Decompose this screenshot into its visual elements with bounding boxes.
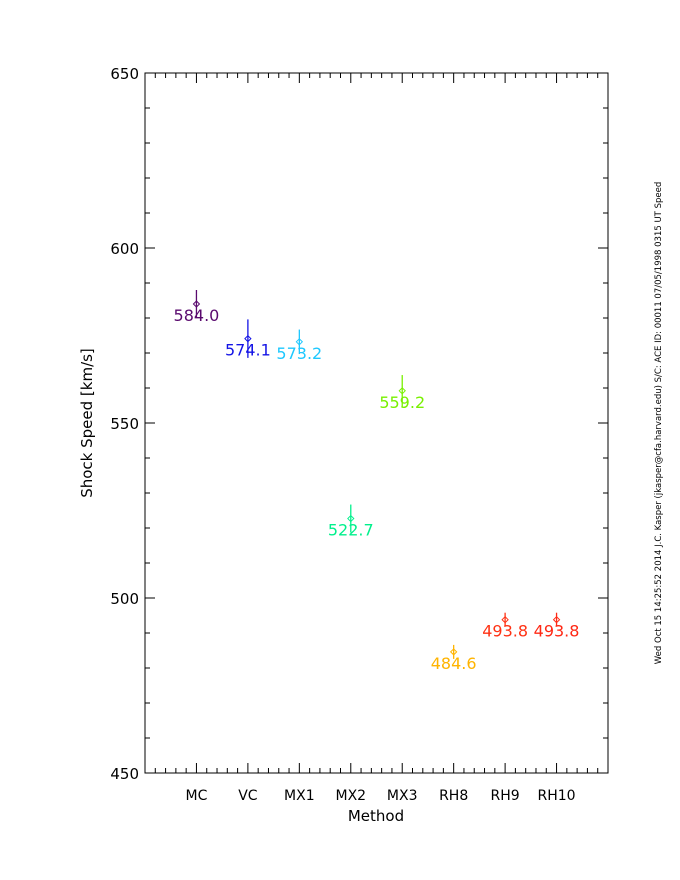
- diamond-marker: [295, 338, 304, 346]
- diamond-marker: [192, 300, 201, 308]
- y-tick-label: 550: [110, 415, 139, 433]
- data-point-mx3: 559.2: [379, 375, 425, 412]
- data-point-rh8: 484.6: [431, 644, 477, 673]
- diamond-marker: [244, 334, 252, 343]
- data-point-rh9: 493.8: [482, 612, 528, 641]
- data-point-mx1: 573.2: [276, 329, 322, 363]
- diamond-marker: [501, 615, 509, 624]
- y-axis-label: Shock Speed [km/s]: [78, 348, 96, 498]
- diamond-marker: [398, 387, 406, 395]
- x-tick-label: RH9: [491, 788, 520, 804]
- data-label: 574.1: [225, 341, 271, 360]
- data-label: 522.7: [328, 521, 374, 540]
- x-tick-label: MX2: [335, 788, 366, 804]
- y-tick-label: 600: [110, 240, 139, 258]
- axes: 450 500 550 600 650 MC VC MX1 MX2 MX3 RH8 RH9 RH10: [110, 65, 609, 804]
- data-point-vc: 574.1: [225, 319, 271, 360]
- y-tick-label: 650: [110, 65, 139, 83]
- x-tick-label: VC: [238, 788, 258, 804]
- x-tick-label: MC: [186, 788, 208, 804]
- data-point-rh10: 493.8: [534, 612, 580, 641]
- data-label: 573.2: [276, 344, 322, 363]
- y-tick-label: 450: [110, 765, 139, 783]
- data-label: 484.6: [431, 654, 477, 673]
- data-point-mc: 584.0: [174, 290, 220, 325]
- annotation-footer: Wed Oct 15 14:25:52 2014 J.C. Kasper (jk…: [654, 182, 664, 664]
- y-tick-label: 500: [110, 590, 139, 608]
- data-points: 584.0 574.1 573.2 522.7 559.2 484.6 493.8 493.8: [174, 290, 580, 673]
- data-label: 493.8: [534, 622, 580, 641]
- data-label: 559.2: [379, 393, 425, 412]
- data-label: 493.8: [482, 622, 528, 641]
- data-point-mx2: 522.7: [328, 504, 374, 540]
- x-tick-label: MX3: [387, 788, 418, 804]
- x-tick-label: RH8: [439, 788, 468, 804]
- x-tick-label: RH10: [538, 788, 576, 804]
- diamond-marker: [552, 615, 561, 624]
- x-axis-label: Method: [348, 807, 404, 825]
- diamond-marker: [449, 648, 458, 656]
- diamond-marker: [347, 514, 355, 523]
- plot-frame: [144, 72, 609, 774]
- x-tick-label: MX1: [284, 788, 315, 804]
- data-label: 584.0: [174, 306, 220, 325]
